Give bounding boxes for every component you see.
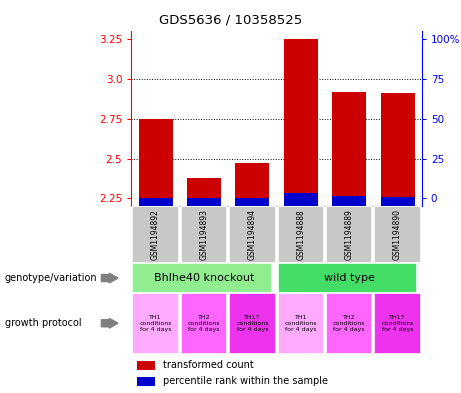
Bar xyxy=(278,263,417,293)
Bar xyxy=(187,198,221,206)
Bar xyxy=(132,263,272,293)
Text: TH17
conditions
for 4 days: TH17 conditions for 4 days xyxy=(236,315,269,332)
Bar xyxy=(187,178,221,206)
Bar xyxy=(332,92,366,206)
Bar xyxy=(374,206,421,263)
Text: TH2
conditions
for 4 days: TH2 conditions for 4 days xyxy=(333,315,366,332)
Text: percentile rank within the sample: percentile rank within the sample xyxy=(163,376,328,386)
Text: TH2
conditions
for 4 days: TH2 conditions for 4 days xyxy=(188,315,220,332)
Text: GSM1194893: GSM1194893 xyxy=(200,209,208,260)
Bar xyxy=(132,293,179,354)
Bar xyxy=(137,361,154,369)
Bar xyxy=(139,198,172,206)
Bar xyxy=(374,293,421,354)
Text: GSM1194888: GSM1194888 xyxy=(296,209,305,260)
Bar xyxy=(284,193,318,206)
Text: GSM1194892: GSM1194892 xyxy=(151,209,160,260)
Bar xyxy=(229,293,276,354)
Text: GSM1194890: GSM1194890 xyxy=(393,209,402,260)
Bar xyxy=(181,206,227,263)
Bar xyxy=(332,196,366,206)
Text: GDS5636 / 10358525: GDS5636 / 10358525 xyxy=(159,14,302,27)
Text: TH1
conditions
for 4 days: TH1 conditions for 4 days xyxy=(284,315,317,332)
Text: TH1
conditions
for 4 days: TH1 conditions for 4 days xyxy=(139,315,172,332)
Text: growth protocol: growth protocol xyxy=(5,318,81,328)
Bar xyxy=(278,206,324,263)
FancyArrow shape xyxy=(101,273,118,283)
Bar xyxy=(229,206,276,263)
Bar xyxy=(236,163,269,206)
Bar xyxy=(139,119,172,206)
Bar xyxy=(278,293,324,354)
FancyArrow shape xyxy=(101,318,118,328)
Bar xyxy=(137,376,154,386)
Text: TH17
conditions
for 4 days: TH17 conditions for 4 days xyxy=(381,315,414,332)
Bar xyxy=(236,198,269,206)
Bar xyxy=(326,293,372,354)
Bar xyxy=(284,39,318,206)
Text: transformed count: transformed count xyxy=(163,360,254,370)
Text: genotype/variation: genotype/variation xyxy=(5,273,97,283)
Bar xyxy=(326,206,372,263)
Bar xyxy=(381,197,414,206)
Text: Bhlhe40 knockout: Bhlhe40 knockout xyxy=(154,273,254,283)
Text: wild type: wild type xyxy=(324,273,375,283)
Bar xyxy=(381,94,414,206)
Text: GSM1194894: GSM1194894 xyxy=(248,209,257,260)
Text: GSM1194889: GSM1194889 xyxy=(345,209,354,260)
Bar xyxy=(181,293,227,354)
Bar xyxy=(132,206,179,263)
